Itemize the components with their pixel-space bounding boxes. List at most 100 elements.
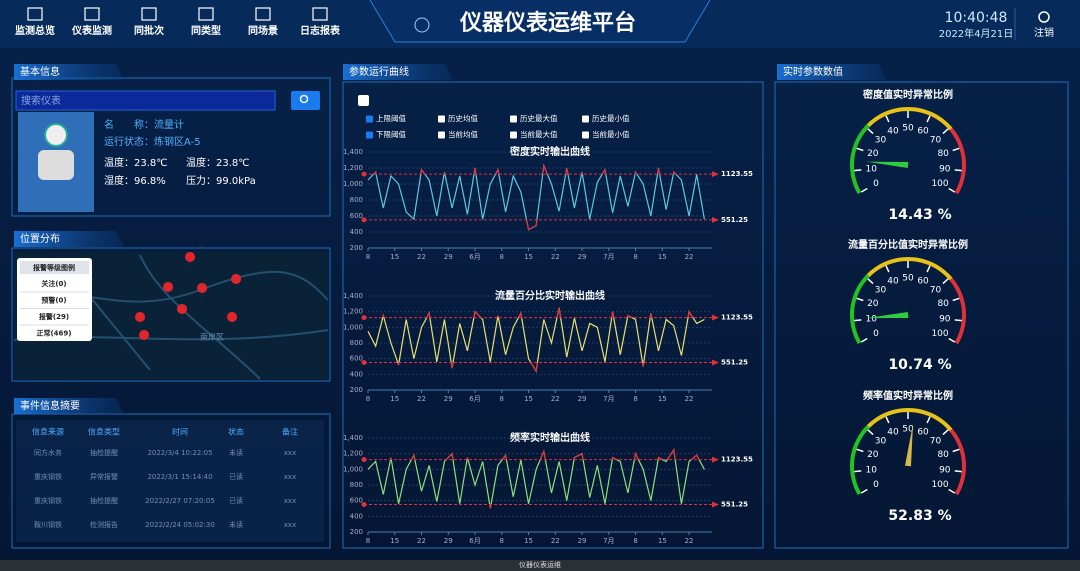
checkbox[interactable] [438,131,445,139]
checkbox[interactable] [510,115,517,123]
gauge-arc [960,149,966,156]
nav-icon[interactable] [255,7,271,21]
gauge-arc [958,145,965,152]
gauge-arc [926,260,933,267]
x-tick-label: 6月 [469,395,480,403]
nav-icon[interactable] [84,7,100,21]
x-tick-label: 8 [366,537,370,545]
threshold-label: 551.25 [721,358,748,366]
checkbox[interactable] [582,131,589,139]
x-tick-label: 22 [417,395,426,403]
gauge-arc [851,294,858,302]
y-tick-label: 600 [350,355,363,363]
nav-item[interactable]: 日志报表 [300,24,341,37]
gauge-arc [850,319,855,326]
gauge-arc [866,421,874,428]
table-header: 信息来源 [32,427,64,437]
gauge-tick [854,470,862,473]
y-tick-label: 400 [350,370,363,378]
nav-item[interactable]: 同类型 [191,24,221,37]
gauge-tick-label: 100 [931,179,948,189]
x-tick-label: 15 [390,395,399,403]
gauge-arc [956,333,963,340]
gauge-tick [885,115,890,123]
nav-icon[interactable] [27,7,43,21]
checkbox[interactable] [582,115,589,123]
x-tick-label: 29 [444,253,453,261]
gauge-tick [860,187,868,193]
pin[interactable] [135,312,146,335]
gauge-arc [946,273,953,281]
table-header: 时间 [172,427,188,437]
gauge-arc [952,131,959,139]
checkbox-label: 当前最大值 [520,129,558,139]
gauge-arc [954,488,961,496]
y-tick-label: 200 [350,528,363,536]
gauge-arc [930,262,938,269]
nav-item[interactable]: 同批次 [134,24,164,37]
gauge-arc [878,413,886,420]
logout-button[interactable]: 注销 [1034,26,1054,39]
y-tick-label: 1,200 [343,450,363,458]
gauge-arc [961,304,966,311]
table-cell: 2022/2/24 05:02:30 [145,521,215,529]
gauge-tick [954,319,962,322]
y-tick-label: 800 [350,481,363,489]
gauge-tick [948,488,956,494]
gauge-arc [949,277,956,285]
gauge-tick-label: 10 [865,164,877,174]
y-tick-label: 800 [350,339,363,347]
nav-item[interactable]: 仪表监测 [71,24,112,37]
x-tick-label: 8 [633,537,637,545]
gauge-tick-label: 20 [867,149,879,159]
panel-heading: 事件信息摘要 [20,399,80,412]
gauge-tick-label: 50 [902,124,914,134]
pin[interactable] [227,312,238,335]
gauge-tick-label: 90 [939,465,951,475]
pin[interactable] [139,330,150,353]
gauge-arc [850,149,856,156]
gauge-title: 密度值实时异常比例 [863,88,953,101]
nav-item[interactable]: 监测总览 [15,24,55,37]
gauge-arc [855,436,862,444]
pin[interactable] [185,252,196,275]
gauge-arc [897,257,904,262]
gauge-arc [956,183,963,190]
gauge-tick [854,169,862,172]
gauge-tick-label: 30 [875,437,887,447]
gauge-tick [885,416,890,424]
search-input[interactable] [15,90,276,111]
pin[interactable] [231,274,242,297]
gauge-arc [866,120,874,127]
checkbox[interactable] [366,115,373,123]
gauge-tick-label: 0 [873,179,879,189]
checkbox[interactable] [510,131,517,139]
gauge-tick-label: 90 [939,314,951,324]
gauge-tick [856,147,864,152]
gauge-arc [855,135,862,143]
gauge-arc [921,409,929,416]
nav-icon[interactable] [141,7,157,21]
filter-icon[interactable] [358,95,369,106]
checkbox[interactable] [366,131,373,139]
checkbox-label: 当前最小值 [592,129,630,139]
pin[interactable] [197,283,208,306]
nav-icon[interactable] [198,7,214,21]
gauge-arc [892,408,899,414]
power-icon[interactable] [1038,11,1050,23]
pin[interactable] [177,304,188,327]
gauge-arc [958,479,965,487]
gauge-arc [874,264,882,271]
search-button[interactable] [291,91,320,110]
gauge-value: 14.43 % [888,207,951,223]
pin[interactable] [163,282,174,305]
nav-item[interactable]: 同场景 [248,24,278,37]
legend-item: 关注(0) [41,279,66,288]
gauge-arc [892,107,899,113]
table-header: 信息类型 [88,427,120,437]
panel [342,81,764,549]
gauge-tick-label: 20 [867,299,879,309]
nav-icon[interactable] [312,7,328,21]
checkbox[interactable] [438,115,445,123]
field: 湿度：96.8% [104,174,166,187]
